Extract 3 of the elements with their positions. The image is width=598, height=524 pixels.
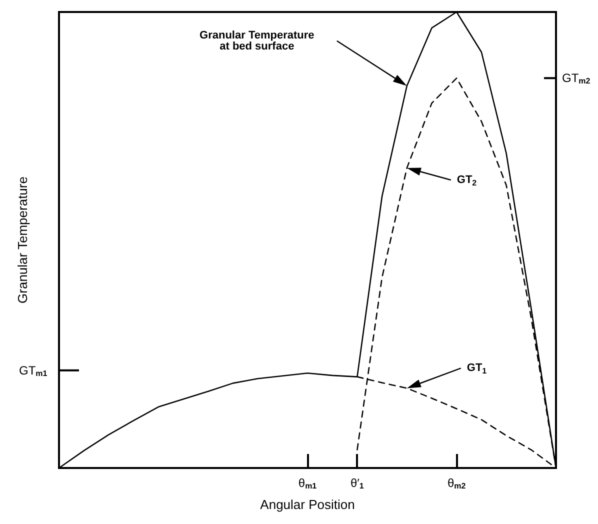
x-axis-title: Angular Position bbox=[260, 497, 355, 512]
y-axis-title: Granular Temperature bbox=[15, 176, 30, 304]
annotation: Granular Temperature at bed surface bbox=[200, 29, 314, 52]
